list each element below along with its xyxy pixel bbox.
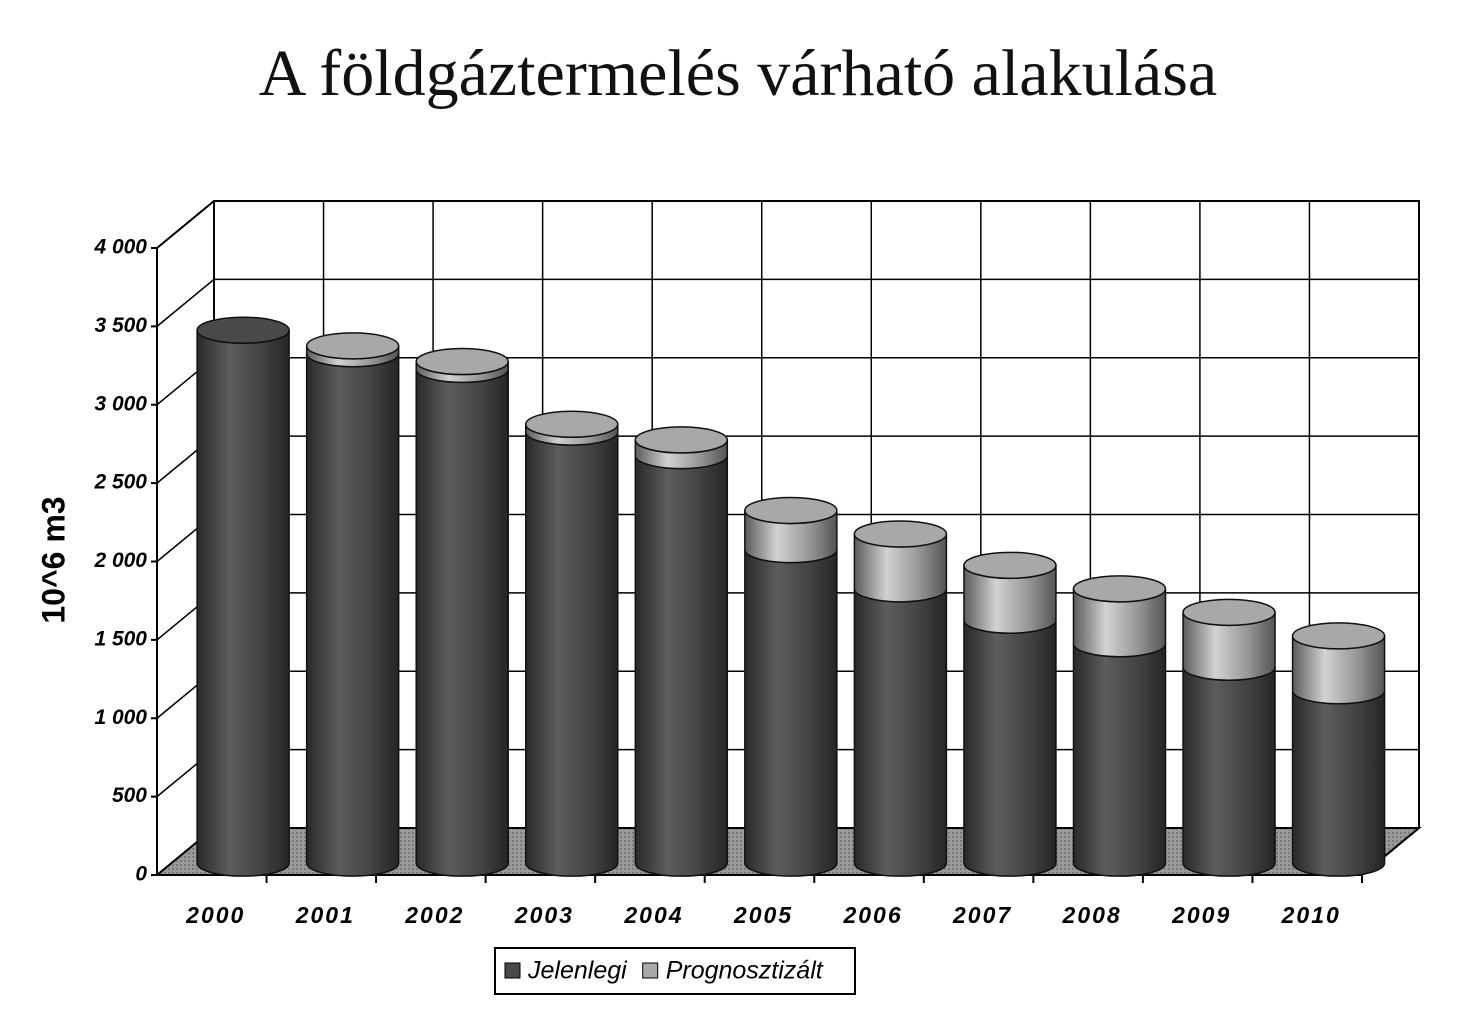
legend-box [494,947,856,995]
legend-swatch [642,962,659,979]
cylinder-cap [963,551,1057,580]
chart-title: A földgáztermelés várható alakulása [259,37,1217,110]
cylinder-segment [1072,643,1167,877]
x-tick-label: 2001 [295,902,355,928]
y-tick-label: 4 000 [93,236,147,259]
cylinder-segment [853,588,948,877]
y-tick-label: 0 [135,863,147,886]
y-tick-label: 2 000 [93,549,147,572]
grid-line [156,200,1419,249]
x-tick-label: 2003 [514,902,574,928]
y-tick-label: 3 000 [94,392,147,415]
x-tick-label: 2006 [842,902,902,928]
cylinder-segment [415,369,509,877]
cylinder-cap [1182,598,1276,627]
legend-swatch [504,962,521,979]
cylinder-cap [1072,575,1167,603]
cylinder-cap [853,520,948,548]
x-tick-label: 2008 [1062,902,1122,928]
x-tick-label: 2002 [404,902,464,928]
y-tick-label: 1 500 [94,627,147,650]
cylinder-segment [634,455,729,877]
cylinder-segment [744,549,838,877]
x-tick-label: 2000 [185,902,245,928]
cylinder-cap [634,426,729,454]
y-axis-side [156,200,215,249]
cylinder-segment [525,431,619,877]
cylinder-cap [196,316,290,344]
cylinder-segment [196,330,290,877]
legend: Jelenlegi Prognosztizált [504,957,824,985]
y-tick-label: 500 [112,784,147,807]
y-axis-label: 10^6 m3 [35,496,71,623]
cylinder-segment [1182,667,1276,877]
x-tick-label: 2009 [1171,902,1231,928]
legend-label: Jelenlegi [527,957,628,985]
cylinder-cap [415,347,509,376]
cylinder-cap [744,496,838,525]
cylinder-segment [963,620,1057,877]
y-tick-label: 1 000 [94,706,147,729]
x-tick-label: 2010 [1281,902,1341,928]
x-tick-label: 2005 [733,902,793,928]
legend-label: Prognosztizált [666,957,824,985]
x-tick-label: 2007 [952,902,1012,928]
y-tick-label: 2 500 [93,471,147,494]
cylinder-cap [525,410,619,438]
cylinder-segment [305,353,400,877]
x-tick-label: 2004 [623,902,683,928]
y-tick-label: 3 500 [94,314,147,337]
grid-line [156,278,1419,327]
cylinder-cap [305,332,400,360]
cylinder-segment [1291,690,1386,877]
cylinder-cap [1291,622,1386,650]
